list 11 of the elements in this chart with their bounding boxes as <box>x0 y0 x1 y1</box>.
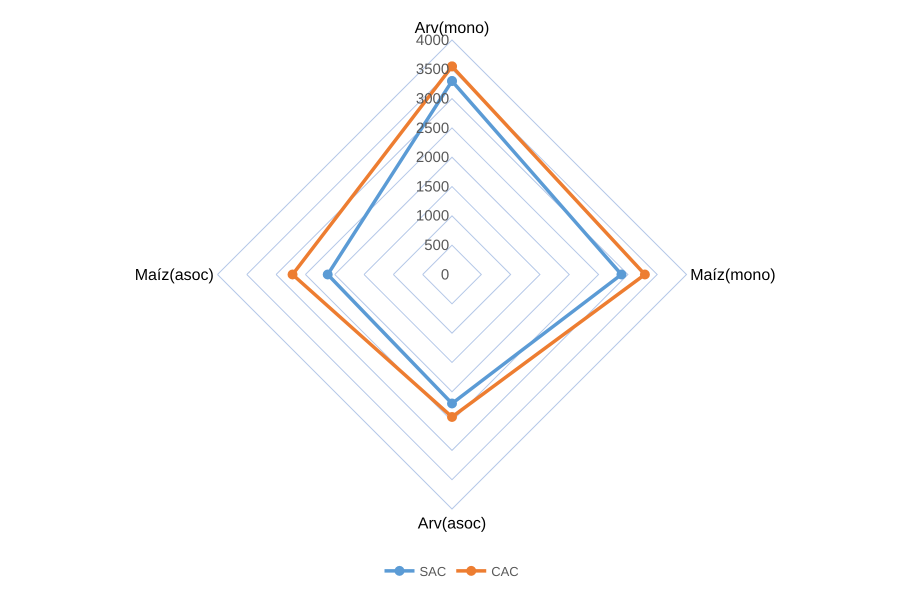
legend-label: SAC <box>420 564 446 579</box>
y-tick-label: 500 <box>424 237 450 254</box>
spoke-label: Maíz(asoc) <box>134 267 214 284</box>
y-tick-label: 2000 <box>416 149 450 166</box>
spoke-label: Maíz(mono) <box>690 267 776 284</box>
spoke-label: Arv(mono) <box>414 20 490 38</box>
y-tick-label: 0 <box>440 266 450 284</box>
y-tick-label: 1500 <box>416 178 450 196</box>
spoke-label: Arv(asoc) <box>418 516 486 533</box>
legend-label: CAC <box>491 564 519 579</box>
y-tick-label: 1000 <box>416 208 450 225</box>
